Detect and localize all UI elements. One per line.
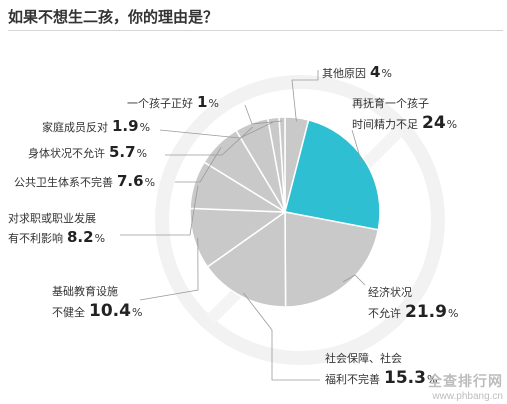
percent-sign: % [447,306,459,320]
slice-label-text: 不健全 [52,305,85,319]
slice-label: 对求职或职业发展 有不利影响 8.2% [8,212,105,247]
pie-slice [284,211,380,308]
leader-line [243,292,320,381]
slice-label-text: 有不利影响 [8,231,63,245]
slice-value: 21.9 [405,301,447,322]
slice-label-text: 福利不完善 [325,372,380,386]
slice-label-text: 经济状况 [368,286,412,299]
percent-sign: % [381,67,392,80]
slice-value: 4 [370,63,381,81]
slice-value: 15.3 [384,367,426,388]
slice-label-text: 公共卫生体系不完善 [14,176,113,189]
percent-sign: % [426,372,438,386]
slice-label: 身体状况不允许 5.7% [28,142,147,162]
leader-line [291,70,319,122]
leader-line [244,104,283,125]
slice-value: 1 [197,93,208,111]
slice-label-text: 基础教育设施 [52,285,118,298]
pie-slice [284,119,381,231]
watermark: 全查排行网 www.phbang.cn [428,371,503,402]
slice-label: 基础教育设施 不健全 10.4% [52,285,142,323]
pie-slice [278,116,286,213]
percent-sign: % [94,231,106,245]
slice-value: 7.6 [117,172,144,190]
slice-value: 24 [422,112,446,133]
slice-label: 家庭成员反对 1.9% [42,116,150,136]
slice-label: 其他原因 4% [322,62,392,82]
percent-sign: % [446,117,458,131]
chart-title: 如果不想生二孩，你的理由是？ [8,8,219,26]
slice-label-text: 不允许 [368,306,401,320]
slice-label: 公共卫生体系不完善 7.6% [14,171,155,191]
percent-sign: % [208,97,219,110]
slice-value: 8.2 [67,227,94,246]
slice-label: 经济状况不允许 21.9% [368,286,458,324]
slice-value: 10.4 [89,300,131,321]
leader-line [165,126,254,156]
slice-label-text: 家庭成员反对 [42,121,108,134]
percent-sign: % [144,176,156,189]
percent-sign: % [139,121,151,134]
slice-label: 再抚育一个孩子 时间精力不足 24% [352,97,457,135]
title-divider [8,30,503,31]
watermark-name: 全查排行网 [428,373,503,389]
watermark-url: www.phbang.cn [432,391,503,402]
slice-label-text: 时间精力不足 [352,117,418,131]
percent-sign: % [131,305,143,319]
slice-label: 社会保障、社会 福利不完善 15.3% [325,352,437,390]
percent-sign: % [136,147,148,160]
leader-line [159,121,275,139]
leader-line [351,129,363,164]
leader-line [139,237,199,301]
leader-line [120,185,199,236]
slice-label-text: 社会保障、社会 [325,352,402,365]
slice-label-text: 再抚育一个孩子 [352,97,429,110]
leader-line [342,274,366,286]
slice-label-text: 一个孩子正好 [127,97,193,110]
leader-line [175,147,222,183]
slice-label: 一个孩子正好 1% [127,92,219,112]
slice-value: 1.9 [112,117,139,135]
slice-label-text: 对求职或职业发展 [8,212,96,225]
slice-value: 5.7 [109,143,136,161]
pie-slice [206,210,287,308]
slice-label-text: 身体状况不允许 [28,147,105,160]
slice-label-text: 其他原因 [322,67,366,80]
